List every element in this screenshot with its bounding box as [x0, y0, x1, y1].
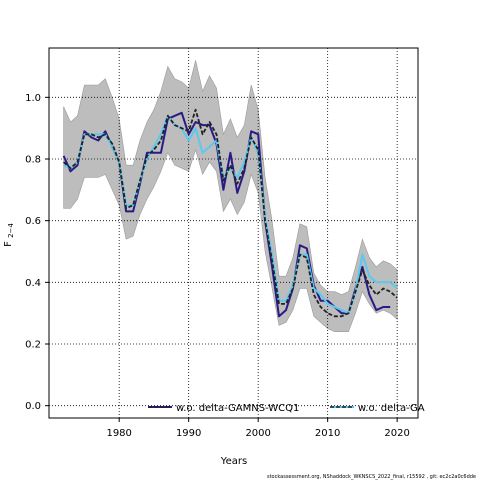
y-tick-label-3: 0.6 [25, 216, 41, 227]
x-tick-label-3: 2010 [315, 428, 340, 439]
x-tick-label-1: 1990 [176, 428, 201, 439]
confidence-band [63, 60, 398, 332]
legend-label-0: w.o. delta-GAMNS-WCQ1 [176, 403, 299, 414]
x-axis-label: Years [220, 456, 247, 467]
plot-frame [48, 47, 419, 419]
y-axis-label-sub: 2−4 [7, 223, 15, 238]
y-tick-label-5: 1.0 [25, 93, 41, 104]
legend: w.o. delta-GAMNS-WCQ1 w.o. delta-GA [148, 403, 425, 414]
y-tick-label-0: 0.0 [25, 401, 41, 412]
y-axis-label-main: F [3, 241, 14, 247]
legend-label-1: w.o. delta-GA [358, 403, 425, 414]
y-tick-label-1: 0.2 [25, 340, 41, 351]
y-tick-label-2: 0.4 [25, 278, 41, 289]
footnote: stockassessment.org, NShaddock_WKNSCS_20… [267, 474, 476, 480]
y-axis-label: F 2−4 [3, 223, 15, 247]
series-line-2 [63, 114, 398, 315]
series-line-1 [63, 108, 398, 318]
x-tick-label-4: 2020 [384, 428, 409, 439]
tick-layer: 1980 1990 2000 2010 2020 0.0 0.2 0.4 0.6 0.8 1.0 [25, 93, 410, 439]
y-tick-label-4: 0.8 [25, 155, 41, 166]
x-tick-label-2: 2000 [245, 428, 270, 439]
confidence-band-layer [63, 60, 398, 332]
x-tick-label-0: 1980 [106, 428, 131, 439]
series-layer [62, 108, 398, 318]
